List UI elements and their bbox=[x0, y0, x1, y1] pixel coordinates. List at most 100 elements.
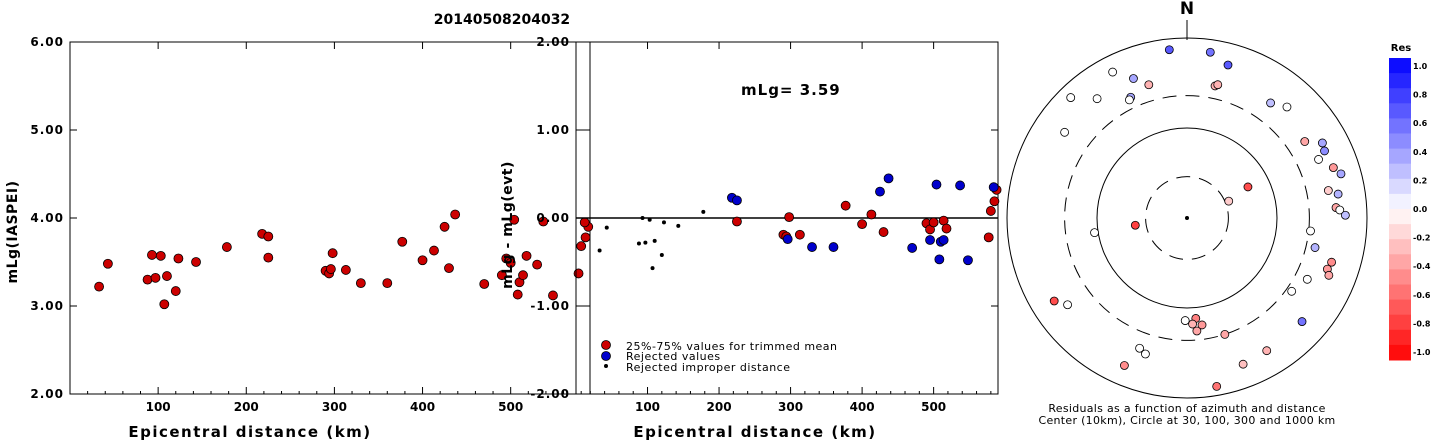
station-marker bbox=[1066, 93, 1076, 102]
legend-marker-improper bbox=[604, 364, 608, 368]
left-x-axis-label: Epicentral distance (km) bbox=[128, 423, 371, 441]
left-point-series-0 bbox=[479, 279, 490, 289]
colorbar-cell bbox=[1389, 148, 1411, 165]
left-point-series-0 bbox=[355, 278, 366, 289]
left-point-series-0 bbox=[579, 217, 590, 228]
left-point-series-0 bbox=[548, 290, 558, 301]
colorbar-cell bbox=[1389, 329, 1411, 346]
station-marker bbox=[1188, 319, 1197, 329]
station-marker bbox=[1340, 210, 1350, 220]
mid-point-improper bbox=[647, 217, 652, 222]
mid-point-series-1 bbox=[963, 255, 973, 266]
station-marker bbox=[1320, 146, 1329, 156]
mid-point-series-1 bbox=[907, 243, 918, 253]
colorbar-tick-label: 1.0 bbox=[1413, 62, 1428, 71]
left-y-axis-label: mLg(IASPEI) bbox=[5, 181, 21, 284]
mid-point-series-0 bbox=[840, 200, 851, 211]
mid-point-improper bbox=[676, 223, 681, 228]
station-marker bbox=[1213, 80, 1223, 90]
colorbar-cell bbox=[1389, 254, 1411, 270]
left-point-series-0 bbox=[340, 265, 351, 275]
residual-vs-distance-chart: 100 200 300 400 500 -2.00 -1.00 0.00 1.00 2.00 mL… bbox=[500, 35, 1002, 441]
polar-station-group bbox=[1049, 45, 1350, 391]
left-point-series-0 bbox=[397, 236, 408, 247]
left-point-group bbox=[94, 209, 594, 310]
left-point-series-0 bbox=[444, 263, 454, 274]
mid-point-series-1 bbox=[782, 234, 793, 245]
colorbar-tick-label: -0.2 bbox=[1413, 234, 1431, 243]
mid-point-series-0 bbox=[941, 223, 952, 234]
mid-y-tick-label: -1.00 bbox=[530, 299, 570, 313]
colorbar-tick-label: -0.8 bbox=[1413, 319, 1431, 328]
left-point-series-0 bbox=[150, 272, 161, 283]
left-point-series-0 bbox=[382, 278, 393, 289]
colorbar-cell bbox=[1389, 224, 1411, 240]
colorbar-title: Res bbox=[1391, 43, 1411, 54]
mid-legend: 25%-75% values for trimmed mean Rejected… bbox=[601, 340, 838, 374]
station-marker bbox=[1092, 94, 1102, 104]
left-point-series-0 bbox=[518, 270, 528, 281]
mid-point-improper bbox=[652, 238, 657, 243]
left-point-series-0 bbox=[327, 248, 338, 259]
station-marker bbox=[1224, 196, 1234, 206]
polar-ring-group bbox=[1006, 37, 1368, 399]
mid-point-group bbox=[597, 173, 1002, 271]
colorbar-cell bbox=[1389, 239, 1411, 255]
station-marker bbox=[1306, 226, 1315, 236]
left-y-tick-label: 5.00 bbox=[30, 123, 64, 137]
colorbar-tick-label: 0.2 bbox=[1413, 176, 1427, 185]
station-marker bbox=[1324, 270, 1334, 280]
station-marker bbox=[1120, 361, 1129, 370]
mid-y-tick-label: 2.00 bbox=[536, 35, 570, 49]
mid-y-tick-label: 0.00 bbox=[536, 211, 570, 225]
colorbar-ticks: 1.0 0.8 0.6 0.4 0.2 0.0 -0.2 -0.4 -0.6 -0.8 -1.0 bbox=[1413, 62, 1431, 357]
mid-point-improper bbox=[650, 266, 655, 271]
azimuth-residual-chart: N Residuals as a function of azimuth and… bbox=[1006, 0, 1368, 427]
colorbar-cell bbox=[1389, 118, 1411, 134]
figure-title: 20140508204032 bbox=[434, 12, 570, 28]
left-y-tick-label: 6.00 bbox=[30, 35, 64, 49]
left-point-series-0 bbox=[509, 214, 520, 225]
mid-point-improper bbox=[597, 248, 602, 253]
mid-point-improper bbox=[643, 240, 648, 245]
colorbar-tick-label: 0.4 bbox=[1413, 148, 1428, 157]
left-point-series-0 bbox=[159, 299, 170, 310]
left-point-series-0 bbox=[538, 216, 549, 227]
left-point-series-0 bbox=[505, 257, 516, 268]
mid-point-series-0 bbox=[983, 232, 994, 243]
left-x-tick-label: 400 bbox=[410, 400, 435, 414]
colorbar-cell bbox=[1389, 178, 1411, 195]
colorbar-cell bbox=[1389, 344, 1411, 361]
mid-x-tick-label: 400 bbox=[850, 400, 875, 414]
station-marker bbox=[1238, 359, 1248, 369]
colorbar-tick-label: -0.6 bbox=[1413, 291, 1431, 300]
mid-point-series-1 bbox=[828, 242, 839, 252]
colorbar-tick-label: 0.0 bbox=[1413, 205, 1428, 214]
colorbar-cell bbox=[1389, 193, 1411, 210]
mid-point-improper bbox=[636, 241, 641, 246]
colorbar-cell bbox=[1389, 269, 1411, 285]
station-marker bbox=[1302, 274, 1312, 284]
left-point-series-0 bbox=[162, 271, 172, 281]
magnitude-vs-distance-chart: 100 200 300 400 500 2.00 3.00 4.00 5.00 6.00 Epic… bbox=[5, 35, 594, 441]
station-marker bbox=[1333, 189, 1343, 199]
mid-point-series-1 bbox=[988, 182, 999, 193]
station-marker bbox=[1262, 346, 1272, 356]
station-marker bbox=[1297, 317, 1307, 326]
station-marker bbox=[1060, 127, 1070, 137]
left-y-tick-label: 2.00 bbox=[30, 387, 64, 401]
ring-30km bbox=[1145, 176, 1229, 260]
mid-point-series-1 bbox=[732, 195, 742, 206]
legend-label-trimmed: 25%-75% values for trimmed mean bbox=[626, 340, 838, 353]
station-marker bbox=[1328, 163, 1338, 173]
station-marker bbox=[1192, 326, 1202, 336]
station-marker bbox=[1287, 286, 1297, 296]
left-point-series-0 bbox=[142, 274, 153, 285]
station-marker bbox=[1205, 47, 1215, 57]
left-point-series-0 bbox=[576, 241, 587, 252]
left-point-series-0 bbox=[263, 252, 274, 263]
ring-300km bbox=[1064, 95, 1310, 341]
station-marker bbox=[1327, 257, 1336, 267]
left-x-tick-label: 300 bbox=[322, 400, 347, 414]
